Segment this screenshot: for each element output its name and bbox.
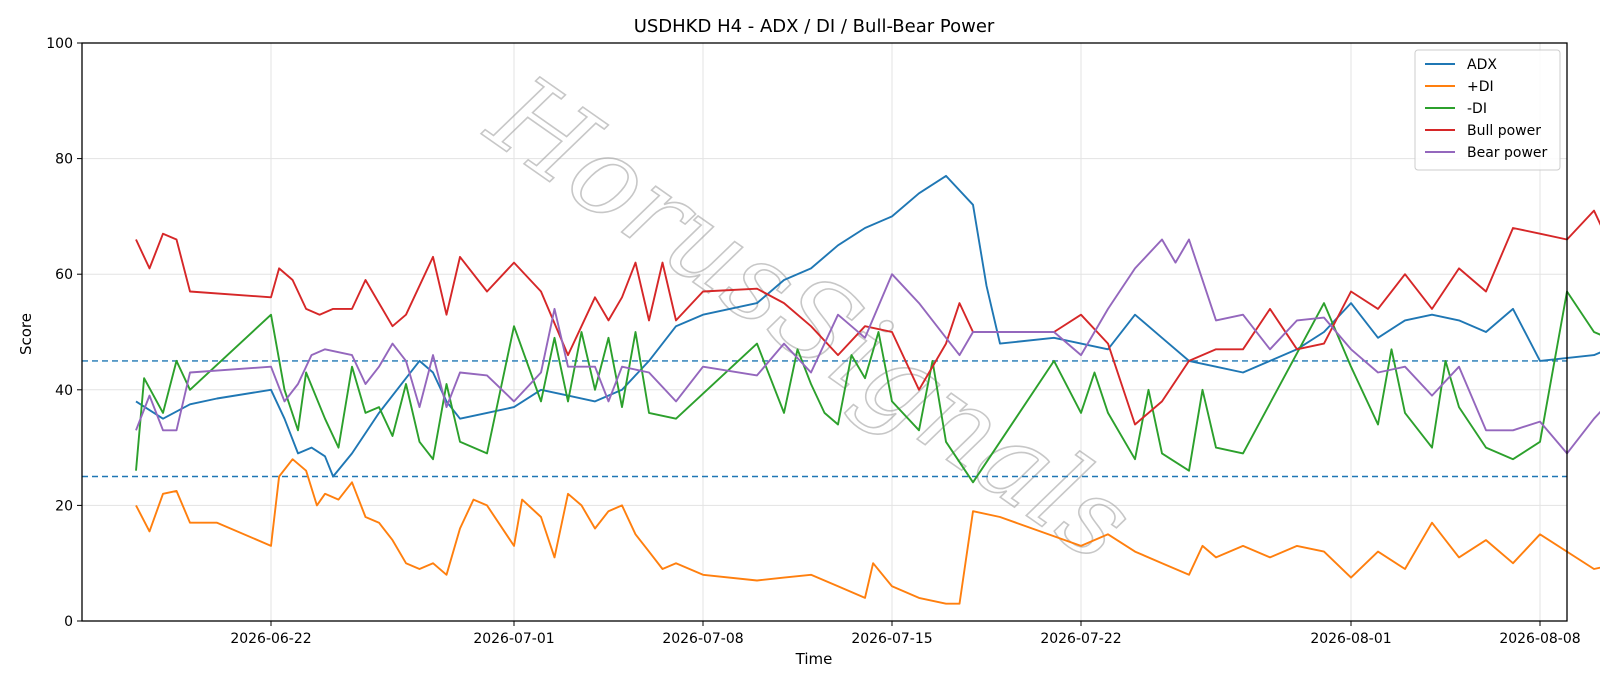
legend-label: +DI [1467, 79, 1494, 95]
y-axis-title: Score [17, 313, 35, 355]
x-tick-label: 2026-07-15 [851, 631, 932, 647]
y-tick-label: 80 [55, 152, 73, 168]
series-line-di [135, 290, 1600, 484]
x-tick-label: 2026-07-08 [662, 631, 743, 647]
series-line-bull-power [135, 209, 1600, 426]
series-line-di [135, 458, 1600, 605]
x-tick-label: 2026-06-22 [230, 631, 311, 647]
legend-label: Bear power [1467, 145, 1548, 161]
x-tick-label: 2026-08-01 [1310, 631, 1391, 647]
x-tick-label: 2026-08-08 [1499, 631, 1580, 647]
y-tick-label: 20 [55, 498, 73, 514]
x-tick-label: 2026-07-22 [1040, 631, 1121, 647]
x-axis-title: Time [795, 650, 833, 668]
x-tick-label: 2026-07-01 [473, 631, 554, 647]
series-line-adx [135, 174, 1600, 478]
y-tick-label: 100 [46, 36, 73, 52]
chart-title: USDHKD H4 - ADX / DI / Bull-Bear Power [634, 16, 995, 37]
plot-frame [81, 42, 1568, 622]
legend-label: ADX [1467, 57, 1497, 73]
y-tick-label: 0 [64, 614, 73, 630]
legend-label: -DI [1467, 101, 1487, 117]
y-tick-label: 60 [55, 267, 73, 283]
legend-box [1414, 49, 1561, 171]
legend: ADX +DI -DI Bull power Bear power [1414, 49, 1561, 171]
series-line-bear-power [135, 238, 1600, 455]
legend-label: Bull power [1467, 123, 1541, 139]
y-tick-label: 40 [55, 383, 73, 399]
